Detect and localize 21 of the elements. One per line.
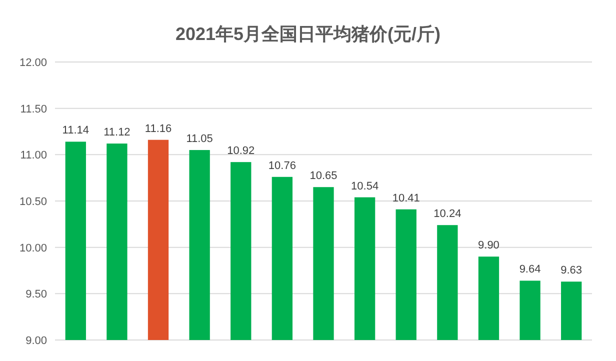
data-label: 10.76 <box>268 160 296 172</box>
data-label: 11.16 <box>144 122 172 135</box>
y-tick-label: 11.00 <box>20 150 47 162</box>
y-tick-label: 10.00 <box>19 242 47 254</box>
y-tick-label: 9.00 <box>26 335 47 347</box>
data-label: 10.54 <box>351 180 379 192</box>
data-label: 9.63 <box>560 264 582 277</box>
data-label: 10.65 <box>310 170 338 182</box>
y-tick-label: 11.50 <box>20 103 47 116</box>
data-label: 10.92 <box>227 145 255 158</box>
y-tick-label: 9.50 <box>26 288 47 301</box>
data-label: 11.12 <box>104 126 130 139</box>
data-label: 9.90 <box>478 240 500 252</box>
data-label: 10.41 <box>392 192 420 204</box>
y-tick-label: 10.50 <box>19 196 47 208</box>
data-label: 11.14 <box>62 124 90 137</box>
data-label: 10.24 <box>434 208 462 220</box>
data-label: 9.64 <box>519 264 541 276</box>
chart-title: 2021年5月全国日平均猪价(元/斤) <box>175 24 441 44</box>
data-label: 11.05 <box>186 133 213 146</box>
y-tick-label: 12.00 <box>19 57 47 69</box>
